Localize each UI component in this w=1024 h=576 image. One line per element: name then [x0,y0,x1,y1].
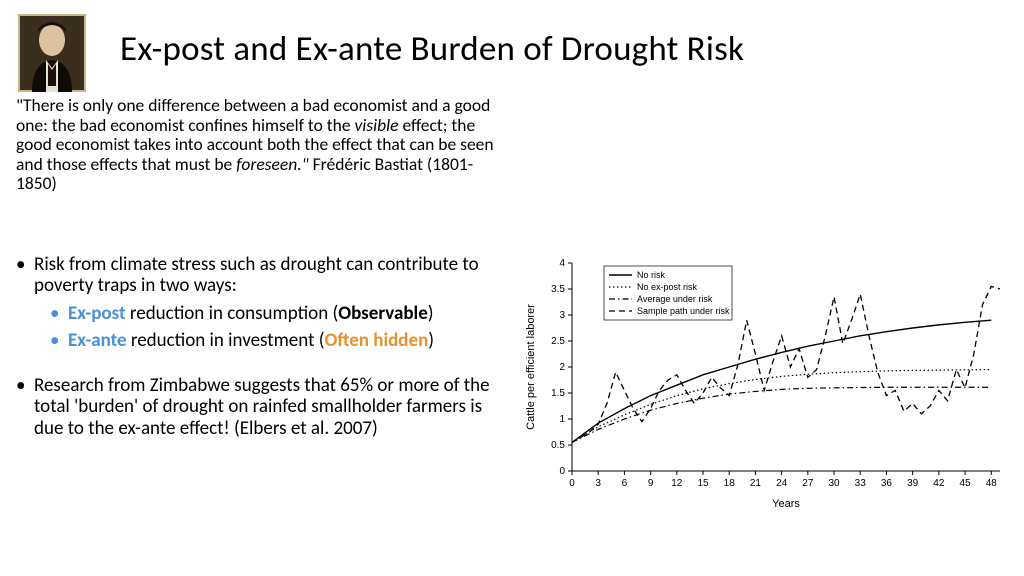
svg-text:0: 0 [559,466,565,477]
svg-text:2.5: 2.5 [551,336,565,347]
svg-text:21: 21 [750,478,762,489]
svg-text:9: 9 [648,478,654,489]
bullet-dot: • [50,330,68,351]
svg-text:3: 3 [559,310,565,321]
svg-text:Sample path under risk: Sample path under risk [637,306,730,316]
svg-text:Years: Years [772,498,800,510]
bullet-text: Ex-post reduction in consumption (Observ… [68,303,496,324]
svg-text:4: 4 [559,258,565,269]
bullet-sub-1: • Ex-post reduction in consumption (Obse… [50,303,496,324]
bullet-dot: • [50,303,68,324]
portrait-image [18,14,86,92]
svg-text:Cattle per efficient laborer: Cattle per efficient laborer [525,304,537,430]
svg-text:27: 27 [802,478,814,489]
svg-text:3: 3 [595,478,601,489]
svg-text:42: 42 [933,478,945,489]
svg-text:48: 48 [986,478,998,489]
bullet-sub-2: • Ex-ante reduction in investment (Often… [50,330,496,351]
svg-text:2: 2 [559,362,565,373]
quote-foreseen: foreseen." [236,153,308,175]
svg-text:6: 6 [622,478,628,489]
svg-text:12: 12 [671,478,683,489]
svg-text:45: 45 [959,478,971,489]
svg-text:30: 30 [828,478,840,489]
line-chart: 00.511.522.533.5403691215182124273033363… [520,255,1010,513]
svg-text:No risk: No risk [637,270,666,280]
svg-text:24: 24 [776,478,788,489]
svg-text:0.5: 0.5 [551,440,565,451]
svg-text:18: 18 [724,478,736,489]
svg-text:0: 0 [569,478,575,489]
bullet-dot: • [16,375,34,439]
bullet-list: • Risk from climate stress such as droug… [16,254,496,445]
svg-text:1: 1 [559,414,565,425]
quote-block: "There is only one difference between a … [16,96,496,194]
bullet-main-1: • Risk from climate stress such as droug… [16,254,496,297]
svg-text:36: 36 [881,478,893,489]
svg-text:39: 39 [907,478,919,489]
bullet-text: Ex-ante reduction in investment (Often h… [68,330,496,351]
svg-text:1.5: 1.5 [551,388,565,399]
svg-text:Average under risk: Average under risk [637,294,713,304]
svg-text:33: 33 [855,478,867,489]
bullet-text: Research from Zimbabwe suggests that 65%… [34,375,496,439]
bullet-text: Risk from climate stress such as drought… [34,254,496,297]
slide-title: Ex-post and Ex-ante Burden of Drought Ri… [120,28,1000,70]
svg-text:No ex-post risk: No ex-post risk [637,282,698,292]
svg-text:15: 15 [697,478,709,489]
bullet-dot: • [16,254,34,297]
bullet-main-2: • Research from Zimbabwe suggests that 6… [16,375,496,439]
svg-text:3.5: 3.5 [551,284,565,295]
